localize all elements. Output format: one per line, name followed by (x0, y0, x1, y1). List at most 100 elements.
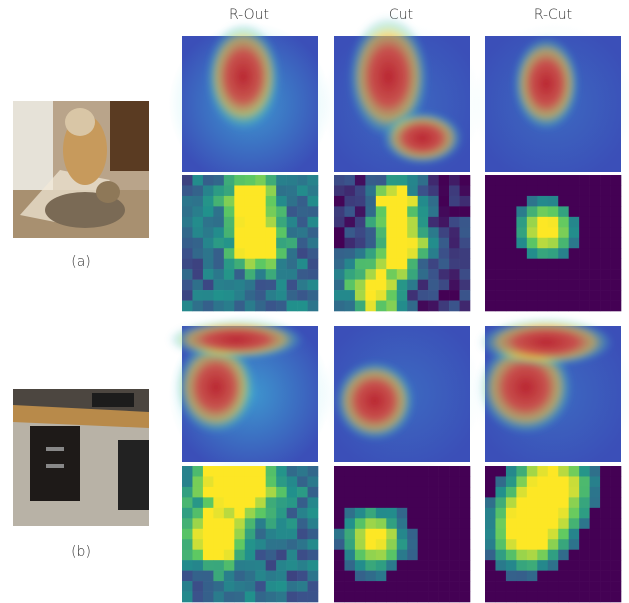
grid-cell (203, 280, 214, 291)
grid-cell (495, 301, 506, 312)
grid-cell (213, 518, 224, 529)
grid-cell (611, 560, 622, 571)
grid-cell (386, 259, 397, 270)
grid-cell (569, 290, 580, 301)
grid-cell (495, 175, 506, 186)
grid-cell (590, 476, 601, 487)
grid-cell (495, 280, 506, 291)
grid-cell (506, 269, 517, 280)
grid-cell (449, 290, 460, 301)
grid-cell (365, 238, 376, 249)
grid-cell (234, 290, 245, 301)
grid-cell (439, 508, 450, 519)
grid-cell (460, 290, 471, 301)
grid-cell (600, 290, 611, 301)
grid-cell (365, 259, 376, 270)
grid-cell (308, 248, 319, 259)
grid-cell (548, 487, 559, 498)
grid-cell (516, 259, 527, 270)
tiles (168, 16, 629, 603)
grid-cell (192, 280, 203, 291)
grid-cell (182, 529, 193, 540)
grid-cell (386, 508, 397, 519)
grid-cell (558, 508, 569, 519)
grid-cell (376, 592, 387, 603)
grid-cell (355, 550, 366, 561)
grid-cell (537, 196, 548, 207)
grid-cell (344, 508, 355, 519)
grid-cell (439, 301, 450, 312)
grid-cell (182, 259, 193, 270)
grid-cell (506, 280, 517, 291)
grid-cell (418, 560, 429, 571)
grid-cell (548, 248, 559, 259)
grid-cell (308, 518, 319, 529)
grid-cell (460, 550, 471, 561)
grid-cell (516, 550, 527, 561)
grid-cell (439, 466, 450, 477)
grid-cell (192, 175, 203, 186)
grid-cell (590, 560, 601, 571)
grid-cell (418, 476, 429, 487)
grid-cell (611, 518, 622, 529)
grid-cell (590, 290, 601, 301)
grid-cell (495, 269, 506, 280)
grid-cell (287, 592, 298, 603)
grid-cell (255, 290, 266, 301)
grid-cell (276, 571, 287, 582)
grid-cell (213, 301, 224, 312)
grid-cell (255, 487, 266, 498)
grid-cell (428, 466, 439, 477)
grid-cell (297, 487, 308, 498)
grid-cell (376, 238, 387, 249)
grid-cell (495, 592, 506, 603)
grid-cell (558, 280, 569, 291)
grid-cell (527, 539, 538, 550)
grid-cell (203, 581, 214, 592)
grid-cell (611, 301, 622, 312)
grid-cell (386, 196, 397, 207)
grid-cell (407, 487, 418, 498)
grid-cell (234, 280, 245, 291)
grid-cell (203, 217, 214, 228)
grid-cell (579, 539, 590, 550)
grid-cell (611, 571, 622, 582)
grid-cell (439, 206, 450, 217)
grid-cell (537, 529, 548, 540)
grid-cell (558, 466, 569, 477)
grid-cell (449, 248, 460, 259)
grid-cell (276, 175, 287, 186)
grid-cell (590, 571, 601, 582)
grid-cell (365, 508, 376, 519)
grid-cell (506, 185, 517, 196)
grid-cell (308, 466, 319, 477)
grid-cell (344, 259, 355, 270)
grid-cell (537, 571, 548, 582)
grid-cell (579, 217, 590, 228)
grid-cell (334, 301, 345, 312)
example-label: (a) (71, 254, 91, 270)
grid-cell (590, 280, 601, 291)
grid-cell (590, 238, 601, 249)
grid-cell (213, 269, 224, 280)
grid-cell (234, 508, 245, 519)
grid-cell (449, 185, 460, 196)
grid-cell (558, 227, 569, 238)
grid-cell (516, 487, 527, 498)
grid-cell (308, 550, 319, 561)
grid-cell (516, 508, 527, 519)
grid-cell (485, 175, 496, 186)
grid-cell (287, 259, 298, 270)
grid-cell (449, 238, 460, 249)
grid-cell (287, 487, 298, 498)
grid-cell (439, 280, 450, 291)
grid-cell (537, 301, 548, 312)
grid-cell (308, 259, 319, 270)
grid-cell (428, 248, 439, 259)
grid-cell (569, 487, 580, 498)
grid-cell (203, 227, 214, 238)
grid-cell (579, 508, 590, 519)
grid-cell (548, 497, 559, 508)
grid-cell (182, 269, 193, 280)
grid-cell (344, 290, 355, 301)
